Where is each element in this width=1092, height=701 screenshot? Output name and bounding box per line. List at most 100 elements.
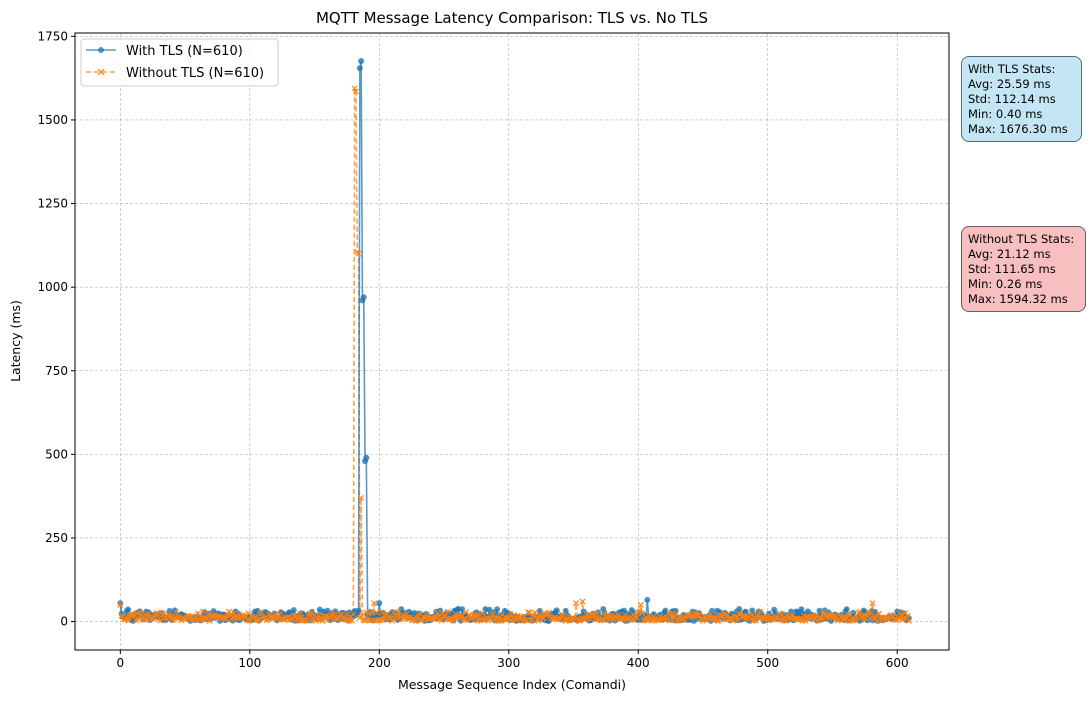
without-tls-point (868, 609, 875, 617)
x-tick-label: 0 (116, 656, 124, 670)
without-tls-point (756, 608, 764, 615)
legend-with-tls-marker (98, 47, 104, 53)
without-tls-point (672, 610, 679, 617)
with-tls-point (709, 607, 716, 614)
y-tick-label: 1500 (37, 113, 68, 127)
plot-area-frame (74, 32, 950, 651)
grid-lines (75, 33, 949, 650)
without-tls-line (119, 88, 910, 624)
series-with-tls-markers (117, 57, 912, 624)
without-tls-point (714, 617, 721, 624)
legend-frame (80, 38, 279, 87)
legend-entry-with-tls: With TLS (N=610) (86, 44, 243, 59)
with-tls-point (355, 607, 362, 614)
legend-without-tls-marker (97, 68, 105, 76)
without-tls-point (856, 608, 863, 615)
with-tls-point (376, 600, 383, 607)
x-tick-label: 100 (238, 656, 261, 670)
with-tls-stats-min: Min: 0.40 ms (968, 107, 1043, 121)
with-tls-point (356, 65, 363, 72)
without-tls-point (545, 609, 552, 616)
with-tls-point (553, 607, 560, 614)
without-tls-point (724, 611, 731, 618)
without-tls-point (348, 617, 356, 624)
without-tls-point (637, 601, 644, 608)
without-tls-point (352, 88, 360, 95)
series-without-tls-line (119, 88, 910, 624)
with-tls-point (630, 609, 637, 616)
without-tls-point (464, 617, 471, 624)
without-tls-point (535, 617, 542, 624)
without-tls-point (904, 612, 911, 619)
without-tls-point (525, 609, 532, 616)
without-tls-stats-avg: Avg: 21.12 ms (968, 247, 1051, 261)
with-tls-stats-max: Max: 1676.30 ms (968, 122, 1068, 136)
with-tls-point (788, 608, 795, 615)
without-tls-point (390, 609, 397, 616)
x-tick-label: 500 (756, 656, 779, 670)
without-tls-point (302, 617, 309, 624)
legend: With TLS (N=610) Without TLS (N=610) (80, 38, 279, 87)
without-tls-point (579, 598, 586, 605)
with-tls-stats-title: With TLS Stats: (968, 62, 1056, 76)
without-tls-point (593, 610, 600, 617)
without-tls-point (444, 608, 452, 615)
without-tls-point (817, 614, 824, 622)
with-tls-point (125, 606, 132, 613)
without-tls-point (813, 612, 821, 619)
legend-entry-without-tls: Without TLS (N=610) (86, 66, 264, 81)
legend-with-tls-label: With TLS (N=610) (126, 44, 243, 59)
x-tick-label: 200 (368, 656, 391, 670)
x-tick-label: 600 (886, 656, 909, 670)
without-tls-point (200, 608, 207, 615)
with-tls-point (459, 606, 466, 613)
without-tls-point (802, 617, 809, 624)
with-tls-point (363, 454, 370, 461)
without-tls-stats-title: Without TLS Stats: (968, 232, 1075, 246)
without-tls-point (277, 609, 284, 617)
without-tls-point (435, 612, 442, 619)
without-tls-point (378, 609, 385, 616)
without-tls-point (696, 612, 703, 619)
without-tls-point (172, 609, 180, 616)
without-tls-point (117, 601, 124, 608)
legend-without-tls-label: Without TLS (N=610) (126, 66, 264, 81)
without-tls-stats-box: Without TLS Stats: Avg: 21.12 ms Std: 11… (961, 226, 1086, 312)
without-tls-point (254, 616, 261, 624)
y-tick-label: 1250 (37, 197, 68, 211)
with-tls-point (360, 294, 367, 301)
without-tls-point (368, 609, 375, 616)
without-tls-point (157, 617, 164, 624)
without-tls-point (231, 609, 238, 617)
chart-title: MQTT Message Latency Comparison: TLS vs.… (316, 9, 708, 27)
without-tls-point (350, 611, 357, 618)
without-tls-point (601, 610, 608, 617)
x-axis-label: Message Sequence Index (Comandi) (398, 677, 626, 692)
with-tls-stats-box: With TLS Stats: Avg: 25.59 ms Std: 112.1… (961, 56, 1082, 142)
with-tls-point (494, 606, 501, 613)
without-tls-point (632, 614, 639, 621)
with-tls-point (117, 600, 124, 607)
y-tick-label: 250 (45, 531, 68, 545)
x-tick-label: 400 (627, 656, 650, 670)
without-tls-point (526, 609, 533, 616)
with-tls-point (843, 606, 850, 613)
without-tls-point (246, 617, 253, 624)
with-tls-point (290, 607, 297, 614)
without-tls-point (905, 617, 912, 624)
without-tls-point (395, 608, 402, 615)
without-tls-point (572, 600, 580, 607)
without-tls-point (490, 610, 497, 617)
axis-ticks: 0 100 200 300 400 500 600 0 250 500 750 1000 1250 150… (37, 29, 908, 670)
y-tick-label: 0 (60, 615, 68, 629)
x-tick-label: 300 (497, 656, 520, 670)
without-tls-point (373, 609, 380, 616)
y-tick-label: 1750 (37, 29, 68, 43)
with-tls-point (771, 606, 778, 613)
series-with-tls-line (119, 60, 910, 624)
with-tls-stats-std: Std: 112.14 ms (968, 92, 1056, 106)
without-tls-point (343, 611, 351, 618)
without-tls-point (258, 609, 265, 616)
without-tls-point (749, 610, 756, 618)
